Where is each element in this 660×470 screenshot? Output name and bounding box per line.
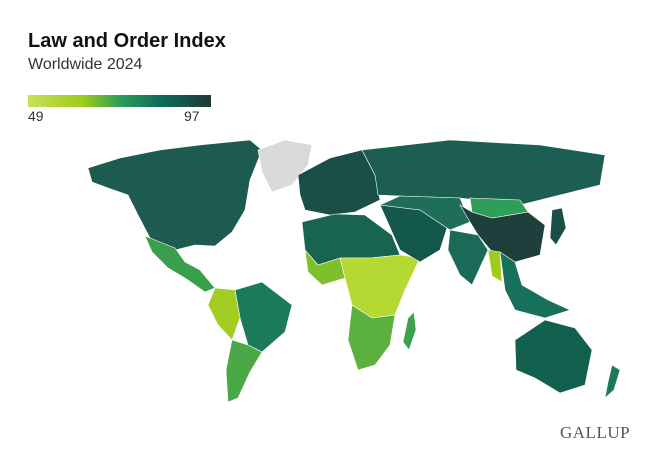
region-mexico-central-america	[144, 235, 216, 293]
region-central-africa	[339, 254, 421, 319]
region-russia	[361, 139, 606, 206]
region-south-america-south	[225, 339, 263, 403]
region-new-zealand	[604, 364, 621, 399]
region-southern-africa	[347, 304, 396, 371]
gallup-logo: GALLUP	[560, 423, 631, 442]
region-japan	[549, 207, 567, 246]
legend-min-label: 49	[28, 108, 44, 124]
region-southeast-asia	[499, 251, 571, 319]
region-europe	[297, 149, 381, 216]
region-australia	[514, 319, 593, 394]
region-mongolia	[469, 197, 529, 219]
color-legend-bar	[28, 95, 211, 107]
region-south-america-west	[207, 287, 241, 341]
region-north-america	[87, 139, 263, 251]
subtitle: Worldwide 2024	[28, 56, 143, 73]
page-title: Law and Order Index	[28, 30, 226, 52]
region-myanmar	[487, 249, 503, 283]
region-south-america-east	[234, 281, 293, 353]
region-madagascar	[402, 311, 417, 351]
legend-max-label: 97	[184, 108, 200, 124]
